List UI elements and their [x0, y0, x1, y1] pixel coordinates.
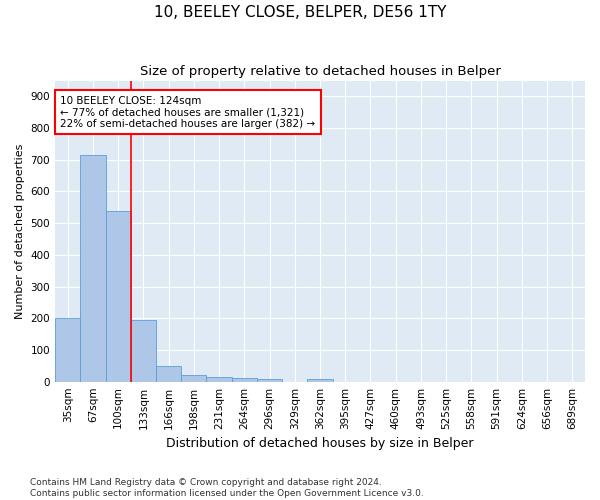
Bar	[80, 155, 106, 382]
Y-axis label: Number of detached properties: Number of detached properties	[15, 144, 25, 319]
Bar	[181, 374, 206, 382]
Text: 10 BEELEY CLOSE: 124sqm
← 77% of detached houses are smaller (1,321)
22% of semi: 10 BEELEY CLOSE: 124sqm ← 77% of detache…	[61, 96, 316, 129]
X-axis label: Distribution of detached houses by size in Belper: Distribution of detached houses by size …	[166, 437, 474, 450]
Bar	[206, 377, 232, 382]
Bar	[257, 378, 282, 382]
Bar	[55, 318, 80, 382]
Bar	[156, 366, 181, 382]
Title: Size of property relative to detached houses in Belper: Size of property relative to detached ho…	[140, 65, 500, 78]
Bar	[232, 378, 257, 382]
Bar	[131, 320, 156, 382]
Text: Contains HM Land Registry data © Crown copyright and database right 2024.
Contai: Contains HM Land Registry data © Crown c…	[30, 478, 424, 498]
Bar	[106, 210, 131, 382]
Text: 10, BEELEY CLOSE, BELPER, DE56 1TY: 10, BEELEY CLOSE, BELPER, DE56 1TY	[154, 5, 446, 20]
Bar	[307, 378, 332, 382]
